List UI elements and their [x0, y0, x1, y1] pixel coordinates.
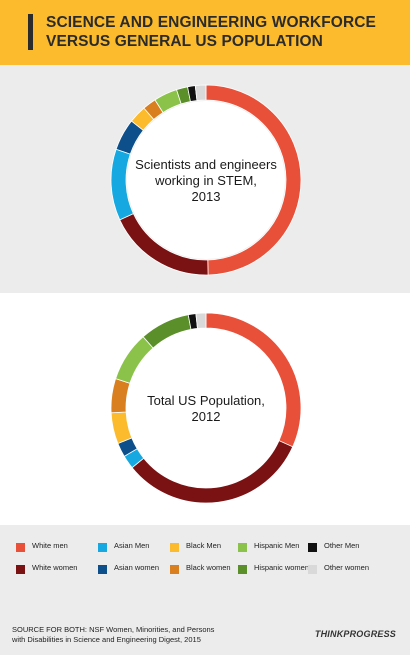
us-population-donut-chart: Total US Population,2012 [110, 312, 302, 504]
header-accent-bar [28, 14, 33, 50]
legend-label: Hispanic Men [254, 541, 300, 550]
slice-other-women [194, 84, 207, 101]
legend-label: Black women [186, 563, 231, 572]
legend-swatch [308, 543, 317, 552]
chart-legend: White men Asian Men Black Men Hispanic Men O… [0, 525, 410, 585]
legend-swatch [238, 543, 247, 552]
title-line-2: VERSUS GENERAL US POPULATION [46, 33, 323, 50]
legend-swatch [98, 565, 107, 574]
source-line-2: with Disabilities in Science and Enginee… [12, 635, 201, 644]
legend-swatch [308, 565, 317, 574]
donut-hole [127, 329, 285, 487]
legend-swatch [238, 565, 247, 574]
donut-hole [127, 101, 285, 259]
legend-swatch [170, 543, 179, 552]
legend-swatch [16, 565, 25, 574]
center-label-line: working in STEM, [154, 173, 257, 188]
legend-label: Other Men [324, 541, 360, 550]
legend-swatch [170, 565, 179, 574]
source-note: SOURCE FOR BOTH: NSF Women, Minorities, … [12, 625, 272, 645]
us-population-chart-panel: Total US Population, 2012 [0, 293, 410, 525]
slice-other-women [195, 312, 207, 329]
center-label-line: 2012 [192, 409, 221, 424]
legend-swatch [98, 543, 107, 552]
legend-label: White women [32, 563, 78, 572]
thinkprogress-logo: THINKPROGRESS [314, 629, 396, 639]
center-label-line: Total US Population, [147, 393, 265, 408]
center-label-line: Scientists and engineers [135, 157, 277, 172]
legend-label: White men [32, 541, 68, 550]
page-title: SCIENCE AND ENGINEERING WORKFORCE VERSUS… [46, 13, 386, 51]
legend-label: Other women [324, 563, 370, 572]
legend-label: Hispanic women [254, 563, 310, 572]
stem-chart-panel: Scientists and engineers working in STEM,… [0, 65, 410, 293]
legend-label: Black Men [186, 541, 222, 550]
legend-label: Asian women [114, 563, 160, 572]
legend-swatch [16, 543, 25, 552]
source-line-1: SOURCE FOR BOTH: NSF Women, Minorities, … [12, 625, 215, 634]
header-banner: SCIENCE AND ENGINEERING WORKFORCE VERSUS… [0, 0, 410, 65]
title-line-1: SCIENCE AND ENGINEERING WORKFORCE [46, 14, 376, 31]
footer: SOURCE FOR BOTH: NSF Women, Minorities, … [0, 585, 410, 655]
legend-label: Asian Men [114, 541, 150, 550]
center-label-line: 2013 [192, 189, 221, 204]
